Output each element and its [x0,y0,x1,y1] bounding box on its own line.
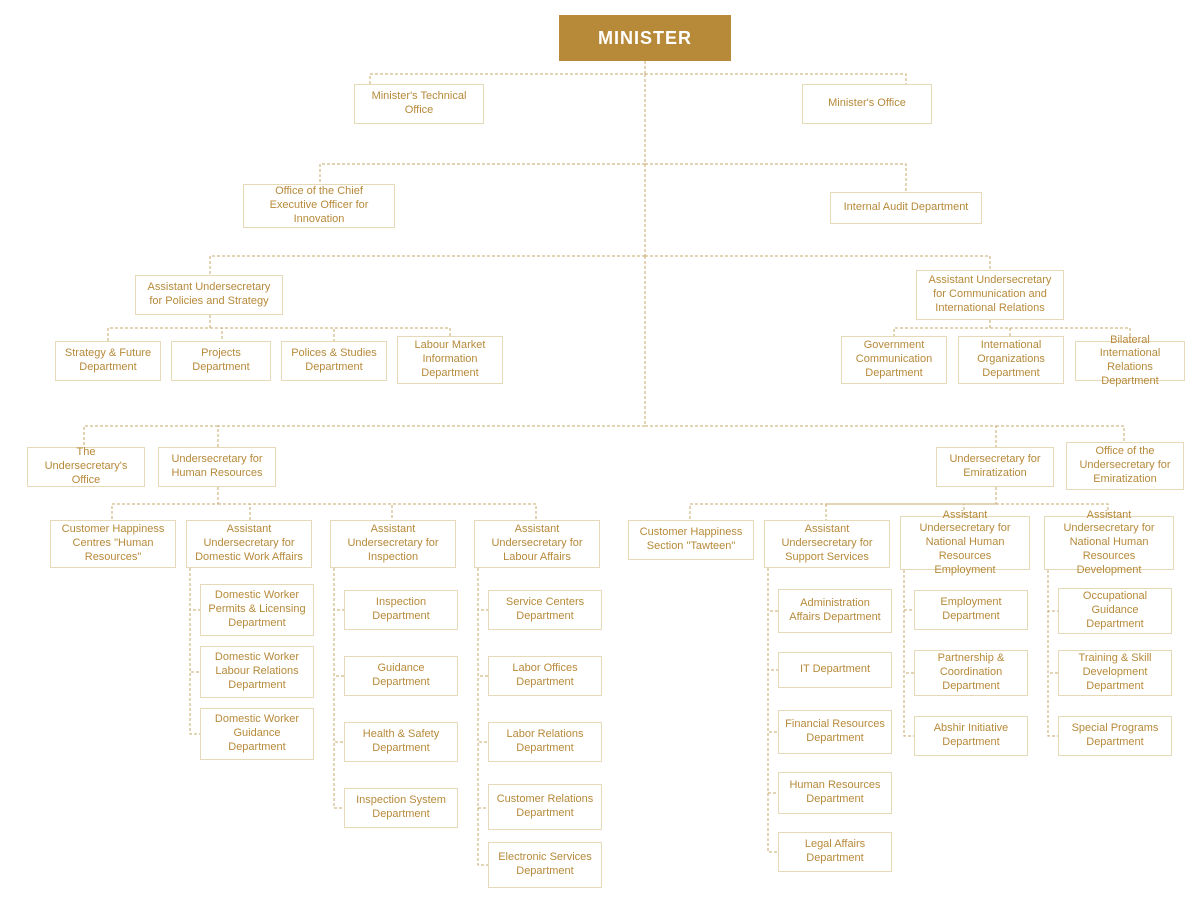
org-node-gd: Guidance Department [344,656,458,696]
org-node-aad: Administration Affairs Department [778,589,892,633]
org-node-psd: Polices & Studies Department [281,341,387,381]
org-node-chc: Customer Happiness Centres "Human Resour… [50,520,176,568]
org-node-esd: Electronic Services Department [488,842,602,888]
org-node-audwa: Assistant Undersecretary for Domestic Wo… [186,520,312,568]
org-node-scd: Service Centers Department [488,590,602,630]
org-node-uso: The Undersecretary's Office [27,447,145,487]
org-node-bird: Bilateral International Relations Depart… [1075,341,1185,381]
org-node-lad: Legal Affairs Department [778,832,892,872]
org-node-frd: Financial Resources Department [778,710,892,754]
org-node-chst: Customer Happiness Section "Tawteen" [628,520,754,560]
org-node-tsdd: Training & Skill Development Department [1058,650,1172,696]
org-node-crd: Customer Relations Department [488,784,602,830]
org-node-ue: Undersecretary for Emiratization [936,447,1054,487]
org-node-ceo: Office of the Chief Executive Officer fo… [243,184,395,228]
org-node-mo: Minister's Office [802,84,932,124]
org-node-hrd: Human Resources Department [778,772,892,814]
org-node-iad: Internal Audit Department [830,192,982,224]
org-node-aucir: Assistant Undersecretary for Communicati… [916,270,1064,320]
org-node-aula: Assistant Undersecretary for Labour Affa… [474,520,600,568]
org-node-ogd: Occupational Guidance Department [1058,588,1172,634]
org-node-aunhre: Assistant Undersecretary for National Hu… [900,516,1030,570]
org-node-aid: Abshir Initiative Department [914,716,1028,756]
org-node-isd: Inspection System Department [344,788,458,828]
org-node-pcd: Partnership & Coordination Department [914,650,1028,696]
org-node-pd: Projects Department [171,341,271,381]
org-node-ed: Employment Department [914,590,1028,630]
org-node-insd: Inspection Department [344,590,458,630]
org-node-lrd: Labor Relations Department [488,722,602,762]
org-node-oue: Office of the Undersecretary for Emirati… [1066,442,1184,490]
org-node-lmid: Labour Market Information Department [397,336,503,384]
org-node-aui: Assistant Undersecretary for Inspection [330,520,456,568]
org-node-itd: IT Department [778,652,892,688]
org-node-aups: Assistant Undersecretary for Policies an… [135,275,283,315]
org-node-sfd: Strategy & Future Department [55,341,161,381]
org-node-dwpld: Domestic Worker Permits & Licensing Depa… [200,584,314,636]
org-node-spd: Special Programs Department [1058,716,1172,756]
org-node-dwlrd: Domestic Worker Labour Relations Departm… [200,646,314,698]
org-node-dwgd: Domestic Worker Guidance Department [200,708,314,760]
org-node-hsd: Health & Safety Department [344,722,458,762]
org-node-lod: Labor Offices Department [488,656,602,696]
org-node-aunhrd: Assistant Undersecretary for National Hu… [1044,516,1174,570]
org-node-mto: Minister's Technical Office [354,84,484,124]
org-node-iod: International Organizations Department [958,336,1064,384]
org-node-minister: MINISTER [559,15,731,61]
org-node-gcd: Government Communication Department [841,336,947,384]
org-node-auss: Assistant Undersecretary for Support Ser… [764,520,890,568]
org-node-uhr: Undersecretary for Human Resources [158,447,276,487]
